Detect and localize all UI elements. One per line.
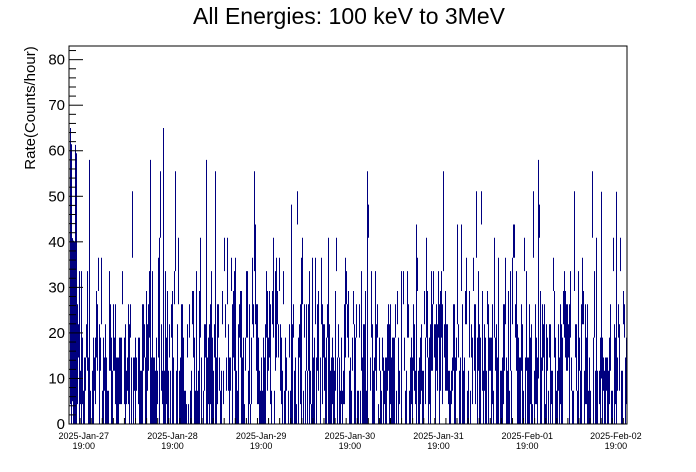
plot-frame xyxy=(68,45,628,425)
rate-trace xyxy=(70,128,627,424)
x-tick-time: 19:00 xyxy=(250,441,273,451)
y-tick-label: 70 xyxy=(48,97,65,114)
x-tick-date: 2025-Jan-30 xyxy=(325,431,376,441)
x-tick-time: 19:00 xyxy=(605,441,628,451)
x-axis: 2025-Jan-2719:002025-Jan-2819:002025-Jan… xyxy=(59,418,642,451)
y-axis: 0 10 20 30 40 50 60 70 80 xyxy=(48,50,83,433)
y-tick-label: 60 xyxy=(48,143,65,160)
x-tick-time: 19:00 xyxy=(516,441,539,451)
x-tick-time: 19:00 xyxy=(73,441,96,451)
y-tick-label: 10 xyxy=(48,370,65,387)
y-tick-label: 0 xyxy=(57,416,65,433)
chart-title: All Energies: 100 keV to 3MeV xyxy=(193,3,506,29)
y-tick-label: 50 xyxy=(48,188,65,205)
x-tick-date: 2025-Jan-31 xyxy=(413,431,464,441)
x-tick-time: 19:00 xyxy=(339,441,362,451)
x-tick-date: 2025-Jan-28 xyxy=(147,431,198,441)
x-tick-date: 2025-Jan-27 xyxy=(59,431,110,441)
y-tick-label: 40 xyxy=(48,234,65,251)
x-tick-date: 2025-Jan-29 xyxy=(236,431,287,441)
x-tick-date: 2025-Feb-01 xyxy=(501,431,553,441)
histogram-series xyxy=(70,128,627,424)
x-tick-time: 19:00 xyxy=(427,441,450,451)
x-tick-date: 2025-Feb-02 xyxy=(590,431,642,441)
y-axis-label: Rate(Counts/hour) xyxy=(22,46,39,169)
y-tick-label: 30 xyxy=(48,279,65,296)
y-tick-label: 80 xyxy=(48,52,65,69)
x-tick-time: 19:00 xyxy=(161,441,184,451)
y-tick-label: 20 xyxy=(48,325,65,342)
